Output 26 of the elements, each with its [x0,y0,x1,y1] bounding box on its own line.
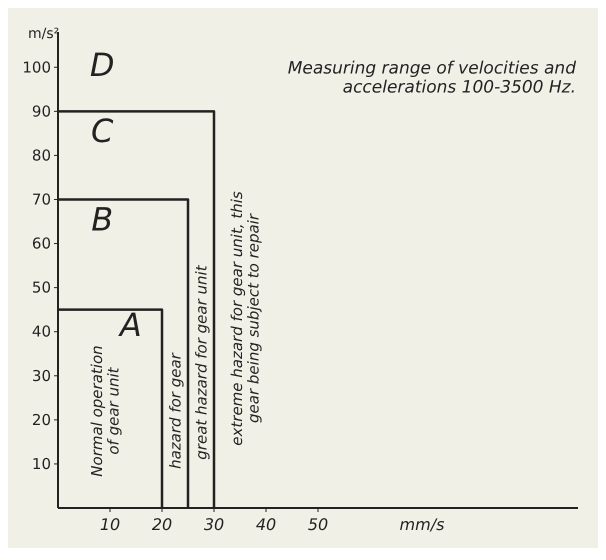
y-tick-label: 50 [32,278,51,297]
y-tick-label: 10 [32,454,51,473]
x-tick-label: 30 [204,515,224,534]
y-tick-label: 80 [32,146,51,164]
y-tick-label: 100 [22,58,51,76]
annotation: A [118,306,142,344]
y-tick-label: 90 [32,102,51,120]
y-axis-title: m/s² [28,26,60,42]
annotation: extreme hazard for gear unit, this gear being subject to repair [228,191,263,446]
y-tick-label: 20 [32,410,51,429]
x-tick-label: 50 [308,515,328,534]
annotation: great hazard for gear unit [192,264,210,460]
annotation: D [90,46,115,84]
annotation: hazard for gear [166,352,184,469]
x-axis-title: mm/s [400,515,444,534]
y-tick-label: 40 [32,322,51,341]
annotation: B [91,200,114,238]
annotation: Normal operation of gear unit [88,345,122,477]
y-tick-label: 60 [32,234,51,253]
x-tick-label: 10 [100,515,120,534]
annotation: C [91,112,114,150]
x-tick-label: 20 [152,515,172,534]
y-tick-label: 30 [32,366,51,385]
annotation: Measuring range of velocities and accelerations 100-3500 Hz. [288,58,576,98]
y-tick-label: 70 [32,190,51,208]
x-tick-label: 40 [256,515,276,534]
